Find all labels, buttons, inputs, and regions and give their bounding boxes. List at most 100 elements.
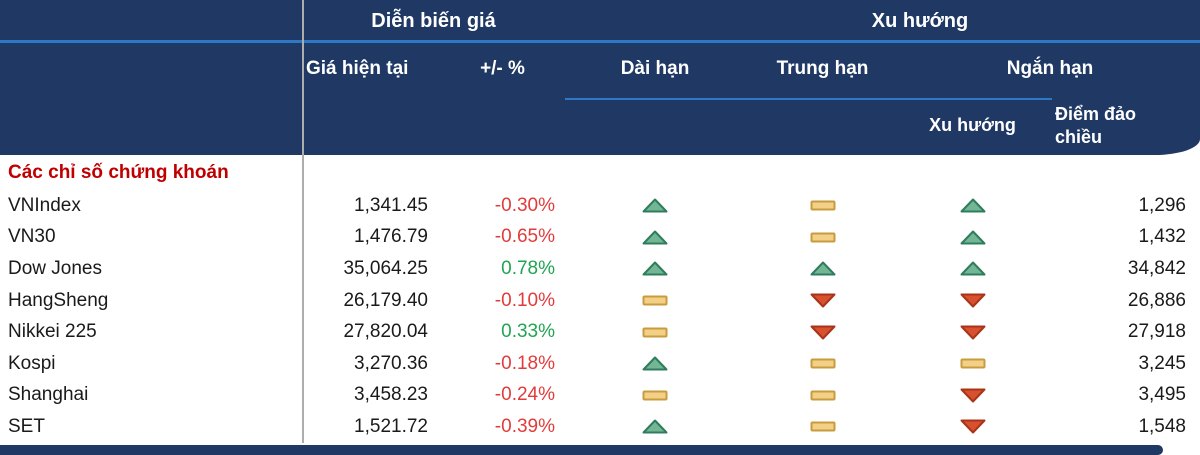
- trend-down-icon: [960, 293, 985, 308]
- column-header-short-term: Ngắn hạn: [1006, 58, 1094, 79]
- reversal-point: 1,548: [1138, 415, 1186, 437]
- trend-up-icon: [642, 356, 668, 371]
- trend-flat-icon: [642, 295, 668, 306]
- index-name: Kospi: [8, 352, 56, 374]
- trend-down-icon: [810, 325, 835, 340]
- trend-short-term: [900, 293, 1045, 308]
- table-header-band: [0, 0, 1200, 155]
- trend-down-icon: [960, 419, 985, 434]
- trend-flat-icon: [642, 327, 668, 338]
- trend-flat-icon: [810, 421, 835, 432]
- trend-down-icon: [960, 388, 985, 403]
- trend-up-icon: [642, 230, 668, 245]
- trend-medium-term: [745, 388, 900, 403]
- reversal-point: 3,245: [1138, 352, 1186, 374]
- change-percent: 0.78%: [501, 257, 555, 279]
- trend-long-term: [565, 198, 745, 213]
- current-price: 3,270.36: [354, 352, 428, 374]
- trend-up-icon: [960, 230, 985, 245]
- trend-long-term: [565, 293, 745, 308]
- trend-up-icon: [960, 198, 985, 213]
- change-percent: -0.30%: [494, 194, 555, 216]
- current-price: 35,064.25: [343, 257, 428, 279]
- trend-flat-icon: [810, 390, 835, 401]
- trend-short-term: [900, 419, 1045, 434]
- reversal-point: 26,886: [1127, 289, 1186, 311]
- table-row: Shanghai 3,458.23 -0.24% 3,495: [0, 380, 1200, 412]
- column-header-change-percent: +/- %: [480, 58, 525, 79]
- rows-container: VNIndex 1,341.45 -0.30% 1,296 VN30 1,476…: [0, 190, 1200, 443]
- table-body: Các chỉ số chứng khoán VNIndex 1,341.45 …: [0, 155, 1200, 443]
- trend-short-term: [900, 230, 1045, 245]
- header-accent-line: [0, 40, 1200, 43]
- trend-flat-icon: [642, 390, 668, 401]
- trend-short-term: [900, 356, 1045, 371]
- trend-medium-term: [745, 293, 900, 308]
- change-percent: -0.18%: [494, 352, 555, 374]
- index-name: SET: [8, 415, 45, 437]
- trend-short-term: [900, 388, 1045, 403]
- trend-long-term: [565, 419, 745, 434]
- current-price: 1,341.45: [354, 194, 428, 216]
- bottom-accent-bar: [0, 445, 1163, 455]
- change-percent: -0.39%: [494, 415, 555, 437]
- reversal-point: 27,918: [1127, 321, 1186, 343]
- trend-long-term: [565, 356, 745, 371]
- column-header-current-price: Giá hiện tại: [306, 58, 409, 79]
- trend-flat-icon: [960, 358, 985, 369]
- trend-medium-term: [745, 325, 900, 340]
- index-name: Dow Jones: [8, 257, 102, 279]
- trend-short-term: [900, 198, 1045, 213]
- trend-medium-term: [745, 261, 900, 276]
- trend-long-term: [565, 230, 745, 245]
- trend-up-icon: [642, 419, 668, 434]
- section-title: Các chỉ số chứng khoán: [8, 161, 229, 183]
- current-price: 26,179.40: [343, 289, 428, 311]
- trend-flat-icon: [810, 200, 835, 211]
- table-row: HangSheng 26,179.40 -0.10% 26,886: [0, 285, 1200, 317]
- name-column-divider: [302, 0, 304, 443]
- column-header-short-term-trend: Xu hướng: [929, 115, 1016, 135]
- section-header-row: Các chỉ số chứng khoán: [0, 155, 1200, 190]
- trend-short-term: [900, 325, 1045, 340]
- index-name: HangSheng: [8, 289, 109, 311]
- current-price: 1,476.79: [354, 226, 428, 248]
- trend-medium-term: [745, 356, 900, 371]
- trend-down-icon: [810, 293, 835, 308]
- trend-group-header: Xu hướng: [871, 10, 969, 32]
- table-row: VN30 1,476.79 -0.65% 1,432: [0, 222, 1200, 254]
- trend-long-term: [565, 388, 745, 403]
- trend-medium-term: [745, 419, 900, 434]
- trend-medium-term: [745, 230, 900, 245]
- index-name: VNIndex: [8, 194, 81, 216]
- table-row: Dow Jones 35,064.25 0.78% 34,842: [0, 253, 1200, 285]
- trend-flat-icon: [810, 358, 835, 369]
- trend-up-icon: [642, 198, 668, 213]
- table-row: Kospi 3,270.36 -0.18% 3,245: [0, 348, 1200, 380]
- reversal-point: 34,842: [1127, 257, 1186, 279]
- current-price: 3,458.23: [354, 384, 428, 406]
- column-header-long-term: Dài hạn: [620, 58, 690, 79]
- trend-down-icon: [960, 325, 985, 340]
- trend-long-term: [565, 325, 745, 340]
- reversal-point: 1,296: [1138, 194, 1186, 216]
- index-name: VN30: [8, 226, 56, 248]
- trend-flat-icon: [810, 232, 835, 243]
- current-price: 27,820.04: [343, 321, 428, 343]
- trend-up-icon: [810, 261, 835, 276]
- change-percent: -0.65%: [494, 226, 555, 248]
- trend-long-term: [565, 261, 745, 276]
- reversal-point: 1,432: [1138, 226, 1186, 248]
- column-header-medium-term: Trung hạn: [776, 58, 869, 79]
- trend-up-icon: [960, 261, 985, 276]
- trend-up-icon: [642, 261, 668, 276]
- change-percent: -0.24%: [494, 384, 555, 406]
- trend-short-term: [900, 261, 1045, 276]
- change-percent: -0.10%: [494, 289, 555, 311]
- table-row: SET 1,521.72 -0.39% 1,548: [0, 411, 1200, 443]
- price-group-header: Diễn biến giá: [371, 10, 496, 32]
- reversal-point: 3,495: [1138, 384, 1186, 406]
- trend-columns-underline: [565, 98, 1052, 100]
- table-row: Nikkei 225 27,820.04 0.33% 27,918: [0, 316, 1200, 348]
